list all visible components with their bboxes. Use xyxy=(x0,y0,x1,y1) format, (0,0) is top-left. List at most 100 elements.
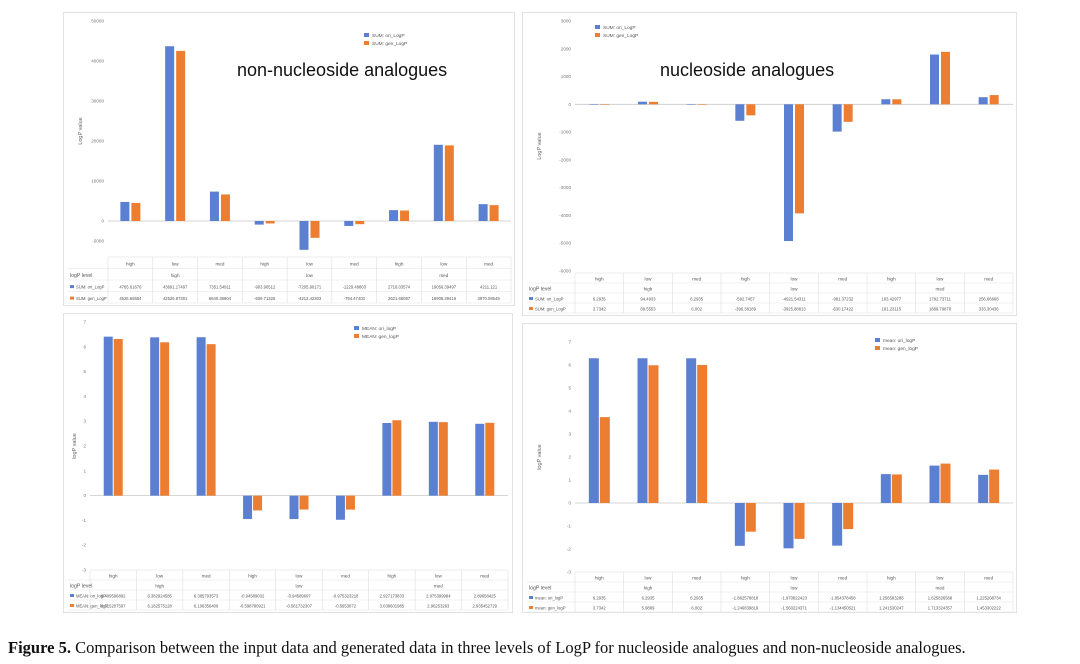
table-value-cell: 6.002 xyxy=(691,307,702,312)
table-value-cell: 7351.54911 xyxy=(209,285,231,290)
x-category-label: high xyxy=(388,574,397,579)
bar-ori-6 xyxy=(881,99,891,105)
bar-ori-7 xyxy=(929,465,940,503)
table-value-cell: 2718.03574 xyxy=(388,285,411,290)
table-value-cell: -981.37232 xyxy=(832,297,854,302)
table-value-cell: -592.7457 xyxy=(736,297,756,302)
table-value-cell: 6.2935 xyxy=(593,596,606,601)
x-category-label: high xyxy=(248,574,257,579)
table-series-swatch xyxy=(70,594,74,597)
legend-swatch xyxy=(354,334,359,338)
table-value-cell: 4211.121 xyxy=(480,285,498,290)
y-tick-label: 0 xyxy=(568,102,571,107)
bar-gen-6 xyxy=(400,210,410,221)
bar-gen-2 xyxy=(220,194,230,221)
y-axis-label: LogP value xyxy=(537,132,543,159)
x-category-label: med xyxy=(202,574,211,579)
x-category-label: high xyxy=(887,576,896,581)
table-value-cell: -0.598780921 xyxy=(240,604,267,609)
table-value-cell: 2.975399984 xyxy=(426,594,451,599)
table-series-swatch xyxy=(529,596,533,599)
table-value-cell: 19056.39497 xyxy=(432,285,457,290)
legend-label: SUM: gen_LogP xyxy=(372,41,407,47)
bar-gen-7 xyxy=(940,463,951,503)
y-tick-label: 1 xyxy=(83,468,86,473)
table-value-cell: 3.7342 xyxy=(593,606,606,611)
bar-ori-6 xyxy=(382,423,392,496)
bar-gen-6 xyxy=(392,420,402,496)
table-value-cell: 1.225208734 xyxy=(976,596,1001,601)
x-category-label: med xyxy=(480,574,489,579)
x-category-label: low xyxy=(172,262,180,267)
x-category-label: high xyxy=(126,262,135,267)
x-category-label: med xyxy=(350,262,359,267)
table-series-name: MEAN: gen_logP xyxy=(76,604,108,609)
x-category-label: low xyxy=(791,576,799,581)
table-value-cell: 1.256583288 xyxy=(879,596,904,601)
y-tick-label: -1000 xyxy=(559,130,571,135)
chart-svg-2: -3 -2 -1 0 1 2 3 4 5 6 7 logP value MEAN: ori_logP ME… xyxy=(68,320,509,611)
x-category-label: low xyxy=(645,576,653,581)
table-value-cell: 6.2935 xyxy=(642,596,655,601)
table-series-name: mean: ori_logP xyxy=(535,596,563,601)
bar-gen-5 xyxy=(843,104,853,122)
bar-gen-5 xyxy=(843,503,854,530)
x-category-label: med xyxy=(838,277,847,282)
bar-ori-8 xyxy=(475,423,485,496)
y-tick-label: 40000 xyxy=(91,59,104,64)
table-value-cell: 2.927173833 xyxy=(380,594,405,599)
chart-overlay-title: nucleoside analogues xyxy=(660,60,835,80)
y-tick-label: 7 xyxy=(83,320,86,325)
legend-label: mean: ori_logP xyxy=(883,338,915,344)
bar-gen-6 xyxy=(891,474,902,503)
y-tick-label: 6 xyxy=(83,344,86,349)
table-series-swatch xyxy=(70,296,74,300)
y-tick-label: 1 xyxy=(568,478,571,483)
bar-ori-0 xyxy=(120,201,130,221)
x-category-label: low xyxy=(156,574,164,579)
bar-ori-2 xyxy=(686,104,696,105)
table-value-cell: 2.89658425 xyxy=(474,594,497,599)
chart-overlay-title: non-nucleoside analogues xyxy=(237,60,448,80)
bar-gen-2 xyxy=(697,104,707,105)
legend-swatch xyxy=(595,33,600,37)
bar-ori-3 xyxy=(735,104,745,121)
table-value-cell: 2.935452729 xyxy=(473,604,498,609)
table-value-cell: 6.315207597 xyxy=(101,604,126,609)
legend-swatch xyxy=(595,25,600,29)
bar-gen-7 xyxy=(941,51,950,105)
table-value-cell: 181.23115 xyxy=(882,307,902,312)
chart-panel-bottom-left: -3 -2 -1 0 1 2 3 4 5 6 7 logP value MEAN: ori_logP ME… xyxy=(63,313,513,613)
table-value-cell: -794.47403 xyxy=(344,296,366,301)
bar-ori-0 xyxy=(588,358,599,503)
x-category-label: low xyxy=(937,277,945,282)
table-value-cell: -4212.42303 xyxy=(298,296,322,301)
table-value-cell: 6.2935 xyxy=(593,297,606,302)
x-category-label: high xyxy=(741,277,750,282)
table-series-swatch xyxy=(70,604,74,607)
table-value-cell: 4765.61676 xyxy=(119,285,142,290)
bar-ori-0 xyxy=(103,336,113,496)
x-category-label: med xyxy=(215,262,224,267)
bar-ori-6 xyxy=(880,474,891,503)
table-value-cell: -1229.49803 xyxy=(343,285,367,290)
x-group-label: med xyxy=(434,584,443,589)
table-value-cell: 2.96253263 xyxy=(427,604,450,609)
y-tick-label: 4 xyxy=(568,409,571,414)
bar-ori-4 xyxy=(299,221,309,250)
bar-gen-3 xyxy=(265,221,275,224)
x-category-label: med xyxy=(984,277,993,282)
y-axis-label: logP value xyxy=(72,433,78,459)
bar-gen-3 xyxy=(745,503,756,532)
x-category-label: med xyxy=(692,576,701,581)
table-value-cell: 43691.17497 xyxy=(163,285,188,290)
bar-gen-3 xyxy=(746,104,756,116)
bar-gen-0 xyxy=(113,338,123,496)
table-series-name: mean: gen_logP xyxy=(535,606,566,611)
y-axis-label: logP value xyxy=(537,444,543,470)
legend-swatch xyxy=(875,346,880,350)
bar-gen-1 xyxy=(648,365,659,503)
table-value-cell: -609.71325 xyxy=(254,296,276,301)
y-tick-label: -6000 xyxy=(559,269,571,274)
legend-label: SUM: ori_LogP xyxy=(603,25,636,31)
